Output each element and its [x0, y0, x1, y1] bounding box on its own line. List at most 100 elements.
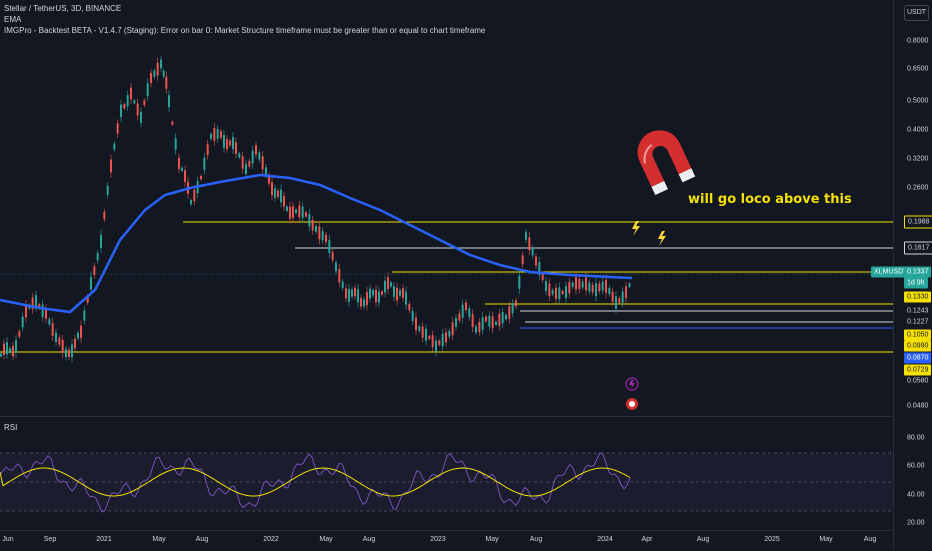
candle [305, 212, 307, 217]
symbol-legend[interactable]: Stellar / TetherUS, 3D, BINANCE [4, 4, 122, 13]
candle [357, 289, 359, 303]
price-axis-label: 0.5000 [907, 97, 929, 105]
rsi-legend[interactable]: RSI [4, 423, 18, 432]
candle [418, 326, 421, 332]
candle [351, 289, 353, 297]
time-axis-label: May [485, 536, 499, 543]
candle [286, 206, 288, 211]
time-axis-label: 2023 [430, 536, 446, 543]
candle [535, 256, 537, 266]
candle [12, 345, 14, 357]
candle [478, 321, 481, 332]
candle [338, 269, 341, 283]
candle [488, 315, 491, 327]
candle [83, 310, 86, 321]
candle [468, 308, 471, 318]
candle [9, 348, 11, 353]
time-axis-label: May [819, 536, 833, 543]
candle [298, 205, 301, 217]
candle [271, 182, 273, 196]
candle [618, 298, 621, 303]
candle [103, 211, 106, 220]
candle [538, 261, 541, 275]
candle [3, 343, 5, 355]
candle [174, 138, 177, 150]
candle [193, 189, 196, 202]
candle [521, 255, 524, 265]
candle [61, 339, 64, 353]
time-axis[interactable] [0, 530, 893, 551]
time-axis-label: Aug [195, 536, 209, 543]
price-axis-label: 0.0580 [907, 377, 929, 385]
candle [588, 282, 591, 292]
price-axis-label: 0.3200 [907, 155, 929, 163]
candle [428, 335, 431, 340]
candle [571, 282, 574, 288]
candle [411, 311, 414, 321]
candle [615, 296, 617, 309]
candle [561, 290, 564, 295]
rsi-axis-label: 40.00 [907, 491, 925, 499]
price-axis-label: 0.2600 [907, 184, 929, 192]
candle [74, 338, 76, 349]
candle [15, 340, 17, 353]
candle [531, 247, 534, 256]
candle [21, 316, 24, 328]
candle [120, 104, 122, 118]
candle [625, 286, 627, 299]
candle [595, 283, 597, 297]
price-tag-0.0990: 0.0990 [904, 340, 932, 352]
annotation-text[interactable]: will go loco above this [688, 192, 852, 207]
candle [331, 252, 334, 260]
candle [372, 290, 374, 296]
currency-button[interactable]: USDT [904, 5, 929, 21]
candle [51, 323, 54, 336]
price-tag-0.1243: 0.1243 [904, 305, 932, 317]
candle [551, 290, 554, 295]
time-axis-label: 2024 [597, 536, 613, 543]
candle [41, 304, 44, 317]
candle [126, 95, 129, 107]
candle [399, 290, 401, 296]
candle [274, 188, 276, 198]
candle [45, 308, 47, 319]
candle [146, 83, 149, 96]
candle [608, 288, 611, 295]
magnet-icon [637, 130, 696, 196]
candle [445, 332, 447, 343]
candle [261, 156, 264, 170]
lightning-icon [632, 221, 666, 246]
candle [301, 206, 304, 218]
time-axis-label: May [319, 536, 333, 543]
candle [140, 111, 142, 123]
candle [578, 278, 581, 289]
candle [315, 226, 317, 232]
pane-separator[interactable] [0, 416, 893, 417]
candle [25, 304, 27, 318]
rsi-axis-label: 60.00 [907, 462, 925, 470]
candle [628, 283, 631, 288]
candle [408, 304, 411, 311]
price-tag-0.1988: 0.1988 [904, 215, 932, 229]
script-legend[interactable]: IMGPro - Backtest BETA - V1.4.7 (Staging… [4, 26, 486, 35]
candle [495, 321, 497, 325]
candle [461, 304, 464, 318]
time-axis-label: 2025 [764, 536, 780, 543]
time-axis-label: Apr [641, 536, 653, 543]
candle [345, 288, 347, 299]
candle [280, 189, 282, 203]
candle [335, 262, 337, 272]
symbol-tag: XLMUSDT [871, 266, 911, 278]
candle [366, 292, 368, 306]
candle [525, 232, 527, 240]
candle [241, 156, 244, 169]
candle [591, 284, 594, 293]
flag-icon[interactable] [625, 377, 639, 410]
ema-legend[interactable]: EMA [4, 15, 22, 24]
candle [491, 316, 494, 329]
candle [421, 326, 424, 338]
rsi-axis-label: 20.00 [907, 519, 925, 527]
rsi-axis-label: 80.00 [907, 434, 925, 442]
countdown-tag: 1d 9h [904, 277, 928, 289]
